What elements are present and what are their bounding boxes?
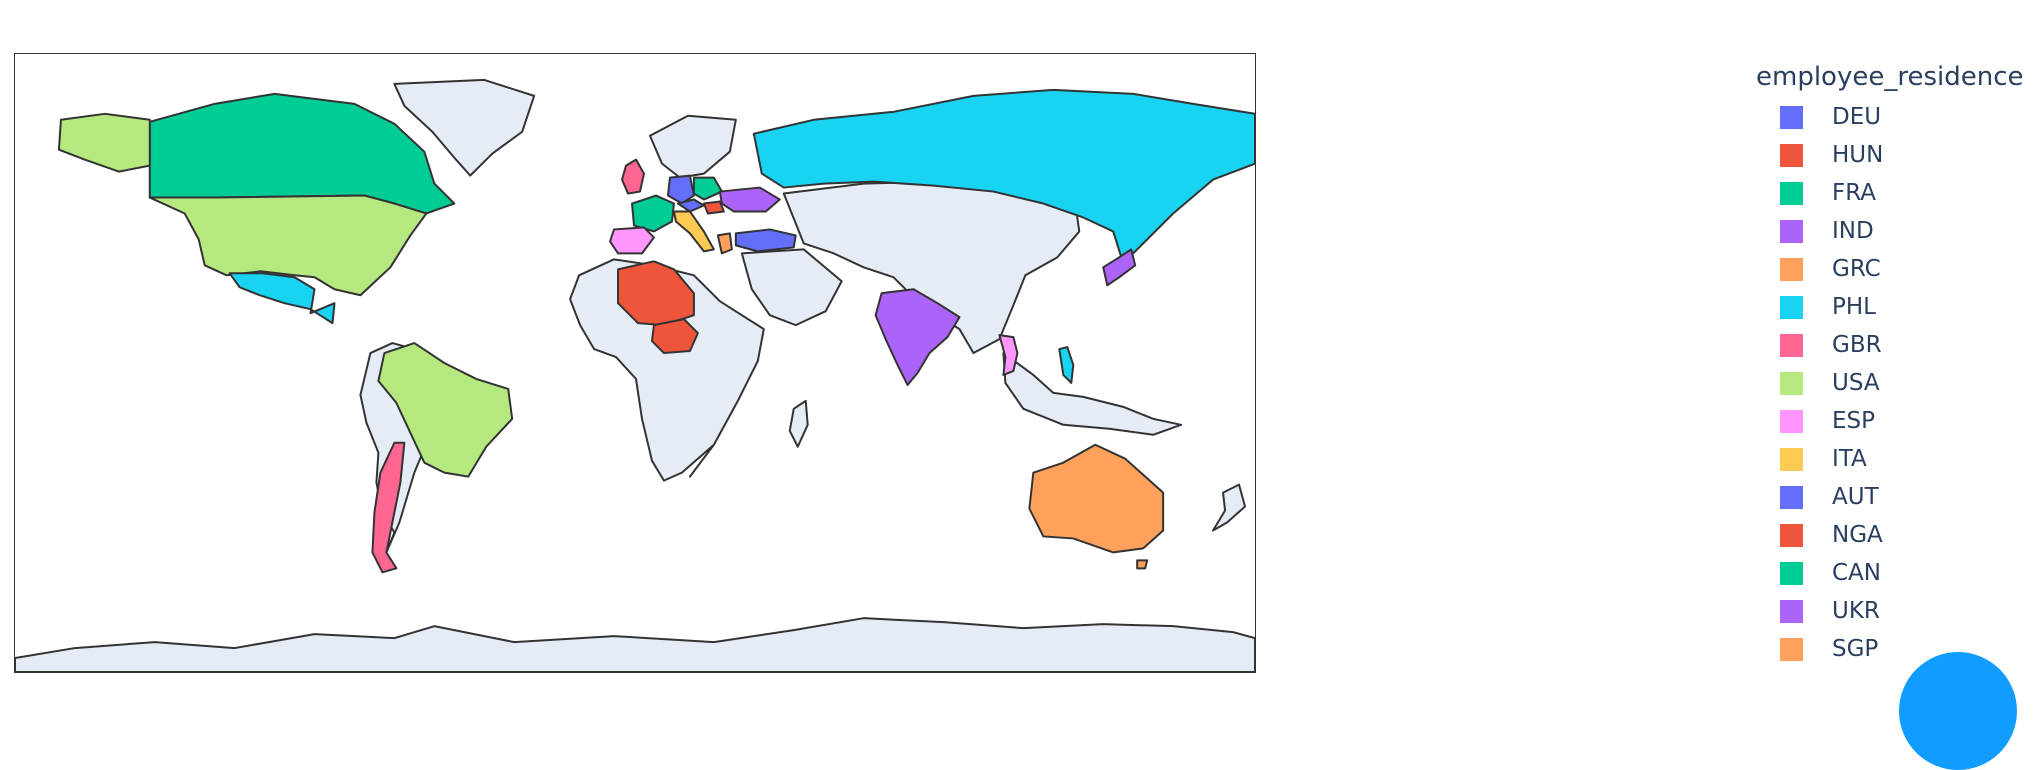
legend-label: ITA: [1832, 446, 1867, 472]
legend-swatch: [1780, 257, 1803, 281]
land-madagascar[interactable]: [788, 399, 809, 448]
country-USA-alaska[interactable]: [57, 112, 151, 173]
land-greenland[interactable]: [393, 78, 536, 177]
legend-swatch: [1780, 409, 1803, 433]
legend-items: DEU HUN FRA IND GRC PHL GBR USA ESP ITA AUT NGA CAN U…: [1756, 98, 2041, 668]
country-NGA[interactable]: [650, 318, 699, 355]
legend-item-grc[interactable]: GRC: [1780, 250, 2041, 288]
legend-label: DEU: [1832, 104, 1882, 130]
legend-swatch: [1780, 599, 1803, 623]
legend-swatch: [1780, 219, 1803, 243]
legend-label: NGA: [1832, 522, 1883, 548]
legend-label: IND: [1832, 218, 1874, 244]
legend-swatch: [1780, 637, 1803, 661]
country-GRC[interactable]: [716, 232, 733, 255]
legend-label: GRC: [1832, 256, 1881, 282]
country-ITA[interactable]: [672, 210, 715, 253]
country-CHL[interactable]: [371, 441, 406, 574]
land-antarctica[interactable]: [15, 617, 1255, 672]
legend-item-ukr[interactable]: UKR: [1780, 592, 2041, 630]
legend-label: SGP: [1832, 636, 1879, 662]
legend-swatch: [1780, 105, 1803, 129]
country-SGP[interactable]: [1136, 559, 1149, 570]
country-HUN[interactable]: [702, 200, 725, 215]
legend-item-can[interactable]: CAN: [1780, 554, 2041, 592]
legend-swatch: [1780, 485, 1803, 509]
country-TUR[interactable]: [734, 228, 797, 253]
legend-item-usa[interactable]: USA: [1780, 364, 2041, 402]
land-southeast-asia[interactable]: [1002, 352, 1183, 436]
land-middle-east[interactable]: [740, 248, 843, 327]
country-MEX[interactable]: [228, 272, 336, 325]
country-AUS[interactable]: [1028, 443, 1165, 554]
legend-label: PHL: [1832, 294, 1876, 320]
legend-label: ESP: [1832, 408, 1876, 434]
legend-item-nga[interactable]: NGA: [1780, 516, 2041, 554]
country-IND[interactable]: [874, 288, 961, 386]
legend-item-hun[interactable]: HUN: [1780, 136, 2041, 174]
legend-swatch: [1780, 181, 1803, 205]
country-DZA[interactable]: [617, 260, 695, 327]
legend-swatch: [1780, 447, 1803, 471]
country-GBR[interactable]: [621, 158, 645, 195]
legend-label: USA: [1832, 370, 1880, 396]
country-RUS[interactable]: [752, 88, 1255, 265]
legend-item-fra[interactable]: FRA: [1780, 174, 2041, 212]
country-USA[interactable]: [148, 194, 428, 297]
world-map[interactable]: [14, 53, 1256, 673]
legend-swatch: [1780, 333, 1803, 357]
legend-item-ind[interactable]: IND: [1780, 212, 2041, 250]
legend-swatch: [1780, 371, 1803, 395]
legend-item-esp[interactable]: ESP: [1780, 402, 2041, 440]
legend-title: employee_residence: [1756, 62, 2024, 92]
country-UKR[interactable]: [718, 186, 781, 213]
country-DEU[interactable]: [666, 174, 695, 205]
country-JPN[interactable]: [1102, 248, 1137, 287]
legend-label: AUT: [1832, 484, 1879, 510]
land-africa[interactable]: [569, 258, 765, 482]
country-PHL[interactable]: [1058, 346, 1075, 384]
legend-swatch: [1780, 523, 1803, 547]
legend-item-aut[interactable]: AUT: [1780, 478, 2041, 516]
legend-label: CAN: [1832, 560, 1881, 586]
legend-swatch: [1780, 561, 1803, 585]
legend-label: GBR: [1832, 332, 1882, 358]
map-canvas[interactable]: [15, 54, 1255, 672]
legend-item-gbr[interactable]: GBR: [1780, 326, 2041, 364]
legend-item-deu[interactable]: DEU: [1780, 98, 2041, 136]
help-circle-icon[interactable]: [1899, 652, 2017, 770]
legend-item-phl[interactable]: PHL: [1780, 288, 2041, 326]
legend-item-sgp[interactable]: SGP: [1780, 630, 2041, 668]
legend-swatch: [1780, 295, 1803, 319]
land-new-zealand[interactable]: [1212, 483, 1247, 532]
legend: employee_residence DEU HUN FRA IND GRC PHL GBR…: [1756, 62, 2041, 668]
country-VNM[interactable]: [998, 334, 1019, 376]
legend-swatch: [1780, 143, 1803, 167]
legend-label: FRA: [1832, 180, 1877, 206]
country-POL[interactable]: [692, 176, 723, 201]
legend-label: HUN: [1832, 142, 1884, 168]
legend-label: UKR: [1832, 598, 1880, 624]
country-FRA[interactable]: [631, 194, 675, 233]
country-ESP[interactable]: [609, 226, 655, 255]
legend-item-ita[interactable]: ITA: [1780, 440, 2041, 478]
land-scandinavia[interactable]: [648, 114, 737, 179]
country-BRA[interactable]: [377, 342, 514, 478]
